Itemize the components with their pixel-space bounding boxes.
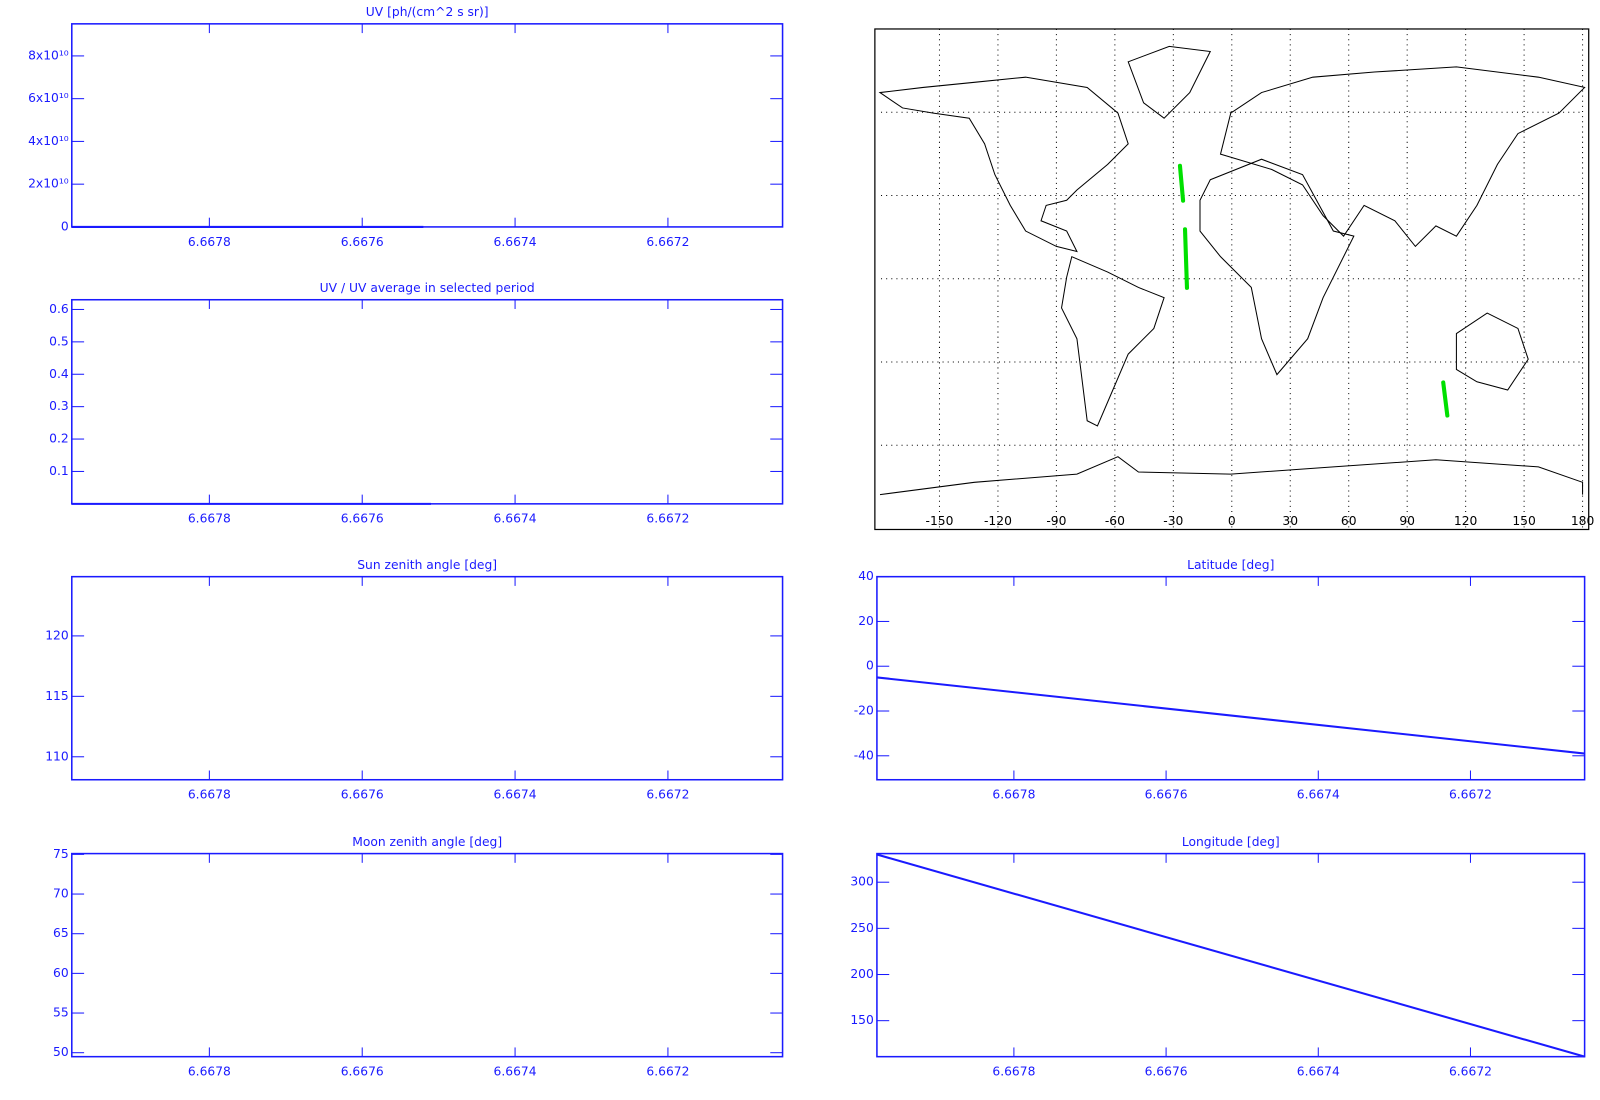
- y-tick-label: 0.3: [49, 399, 69, 413]
- y-tick-label: 200: [850, 967, 873, 981]
- y-tick-label: 4x10¹⁰: [28, 134, 69, 148]
- plot-frame: [876, 852, 1586, 1058]
- plot-frame: [876, 575, 1586, 781]
- x-tick-label: 6.6676: [1145, 1065, 1188, 1079]
- x-tick-label: 6.6674: [494, 788, 537, 802]
- plot-frame: [71, 23, 784, 228]
- y-tick-label: 6x10¹⁰: [28, 91, 69, 105]
- ground-track: [1182, 227, 1190, 290]
- y-tick-label: -20: [854, 704, 874, 718]
- x-tick-label: 6.6672: [1449, 788, 1492, 802]
- chart-title: Latitude [deg]: [1187, 558, 1274, 572]
- y-tick-label: 2x10¹⁰: [28, 177, 69, 191]
- x-tick-label: -150: [926, 514, 954, 528]
- x-tick-label: 6.6678: [188, 235, 231, 249]
- x-tick-label: 60: [1341, 514, 1357, 528]
- x-tick-label: 6.6674: [1297, 788, 1340, 802]
- y-tick-label: 115: [45, 689, 68, 703]
- x-tick-label: 6.6672: [1449, 1065, 1492, 1079]
- plot-frame: [71, 298, 784, 505]
- x-tick-label: 6.6676: [1145, 788, 1188, 802]
- north-america: [878, 76, 1129, 253]
- plot-frame: [71, 575, 784, 781]
- data-line: [876, 853, 1585, 1058]
- y-tick-label: 8x10¹⁰: [28, 48, 69, 62]
- x-tick-label: 6.6678: [188, 788, 231, 802]
- y-tick-label: -40: [854, 748, 874, 762]
- x-tick-label: 30: [1282, 514, 1298, 528]
- x-tick-label: 6.6672: [646, 788, 689, 802]
- y-tick-label: 40: [858, 569, 874, 583]
- x-tick-label: 180: [1571, 514, 1594, 528]
- x-tick-label: 6.6676: [341, 1065, 384, 1079]
- x-tick-label: -60: [1105, 514, 1125, 528]
- y-tick-label: 65: [53, 926, 69, 940]
- x-tick-label: 90: [1399, 514, 1415, 528]
- y-tick-label: 50: [53, 1045, 69, 1059]
- chart-title: Sun zenith angle [deg]: [357, 558, 497, 572]
- x-tick-label: 6.6676: [341, 512, 384, 526]
- x-tick-label: 6.6678: [188, 1065, 231, 1079]
- y-tick-label: 0.1: [49, 464, 69, 478]
- chart-title: Moon zenith angle [deg]: [352, 835, 502, 849]
- x-tick-label: 6.6674: [1297, 1065, 1340, 1079]
- x-tick-label: 0: [1228, 514, 1236, 528]
- y-tick-label: 0.6: [49, 302, 69, 316]
- x-tick-label: 6.6672: [646, 1065, 689, 1079]
- ground-track: [1177, 163, 1186, 203]
- y-tick-label: 20: [858, 614, 874, 628]
- y-tick-label: 110: [45, 749, 68, 763]
- chart-title: UV [ph/(cm^2 s sr)]: [366, 5, 489, 19]
- x-tick-label: 6.6678: [992, 1065, 1035, 1079]
- x-tick-label: 6.6678: [992, 788, 1035, 802]
- x-tick-label: 150: [1512, 514, 1535, 528]
- y-tick-label: 0.2: [49, 432, 69, 446]
- south-america: [1061, 255, 1165, 427]
- plot-frame: [71, 852, 784, 1058]
- australia: [1455, 312, 1529, 391]
- x-tick-label: 6.6674: [494, 1065, 537, 1079]
- x-tick-label: -120: [984, 514, 1012, 528]
- y-tick-label: 150: [850, 1013, 873, 1027]
- coastlines: [878, 45, 1586, 496]
- antarctica: [879, 456, 1584, 496]
- y-tick-label: 300: [850, 875, 873, 889]
- x-tick-label: 6.6674: [494, 512, 537, 526]
- y-tick-label: 120: [45, 628, 68, 642]
- x-tick-label: 120: [1454, 514, 1477, 528]
- ground-track: [1441, 380, 1450, 418]
- x-tick-label: -30: [1163, 514, 1183, 528]
- y-tick-label: 75: [53, 847, 69, 861]
- x-tick-label: 6.6678: [188, 512, 231, 526]
- chart-title: UV / UV average in selected period: [320, 281, 535, 295]
- x-tick-label: 6.6676: [341, 788, 384, 802]
- africa: [1199, 158, 1355, 376]
- greenland: [1127, 45, 1212, 119]
- x-tick-label: 6.6676: [341, 235, 384, 249]
- y-tick-label: 70: [53, 887, 69, 901]
- y-tick-label: 0: [866, 659, 874, 673]
- y-tick-label: 0: [61, 219, 69, 233]
- y-tick-label: 250: [850, 921, 873, 935]
- y-tick-label: 60: [53, 966, 69, 980]
- x-tick-label: -90: [1046, 514, 1066, 528]
- y-tick-label: 55: [53, 1006, 69, 1020]
- x-tick-label: 6.6672: [646, 512, 689, 526]
- x-tick-label: 6.6672: [646, 235, 689, 249]
- eurasia: [1219, 66, 1586, 248]
- y-tick-label: 0.5: [49, 334, 69, 348]
- chart-title: Longitude [deg]: [1182, 835, 1280, 849]
- data-line: [876, 676, 1585, 755]
- y-tick-label: 0.4: [49, 367, 69, 381]
- x-tick-label: 6.6674: [494, 235, 537, 249]
